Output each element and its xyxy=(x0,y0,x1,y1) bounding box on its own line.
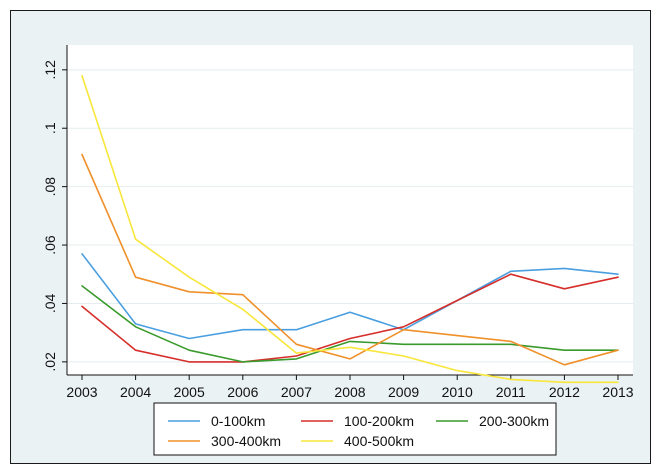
legend-label: 300-400km xyxy=(211,433,281,449)
legend xyxy=(153,402,557,456)
y-tick-label: .08 xyxy=(42,177,58,197)
x-tick-label: 2013 xyxy=(602,384,633,400)
x-tick-label: 2010 xyxy=(442,384,473,400)
legend-label: 400-500km xyxy=(344,433,414,449)
x-tick-label: 2009 xyxy=(388,384,419,400)
legend-label: 0-100km xyxy=(211,413,265,429)
series-line-200-300km xyxy=(81,285,619,363)
legend-label: 200-300km xyxy=(479,413,549,429)
y-tick-label: .12 xyxy=(42,60,58,80)
series-line-100-200km xyxy=(81,273,619,363)
y-tick-label: .02 xyxy=(42,352,58,372)
series-line-300-400km xyxy=(81,153,619,366)
x-tick-label: 2012 xyxy=(549,384,580,400)
x-tick-label: 2008 xyxy=(334,384,365,400)
x-tick-label: 2007 xyxy=(281,384,312,400)
plot-area xyxy=(67,45,633,375)
line-chart: .02 .04 .06 .08 .1 .12 2003 2004 2005 2006 2007 200… xyxy=(42,45,634,456)
x-tick-label: 2004 xyxy=(120,384,151,400)
y-tick-label: .06 xyxy=(42,235,58,255)
x-tick-label: 2011 xyxy=(496,384,526,400)
series-line-0-100km xyxy=(81,253,619,340)
x-tick-label: 2006 xyxy=(227,384,258,400)
chart-frame: .02 .04 .06 .08 .1 .12 2003 2004 2005 2006 2007 200… xyxy=(10,10,651,464)
legend-label: 100-200km xyxy=(344,413,414,429)
series-line-400-500km xyxy=(81,74,619,384)
y-tick-label: .1 xyxy=(42,122,58,134)
x-tick-label: 2005 xyxy=(174,384,205,400)
y-tick-label: .04 xyxy=(42,294,58,314)
x-tick-label: 2003 xyxy=(66,384,97,400)
